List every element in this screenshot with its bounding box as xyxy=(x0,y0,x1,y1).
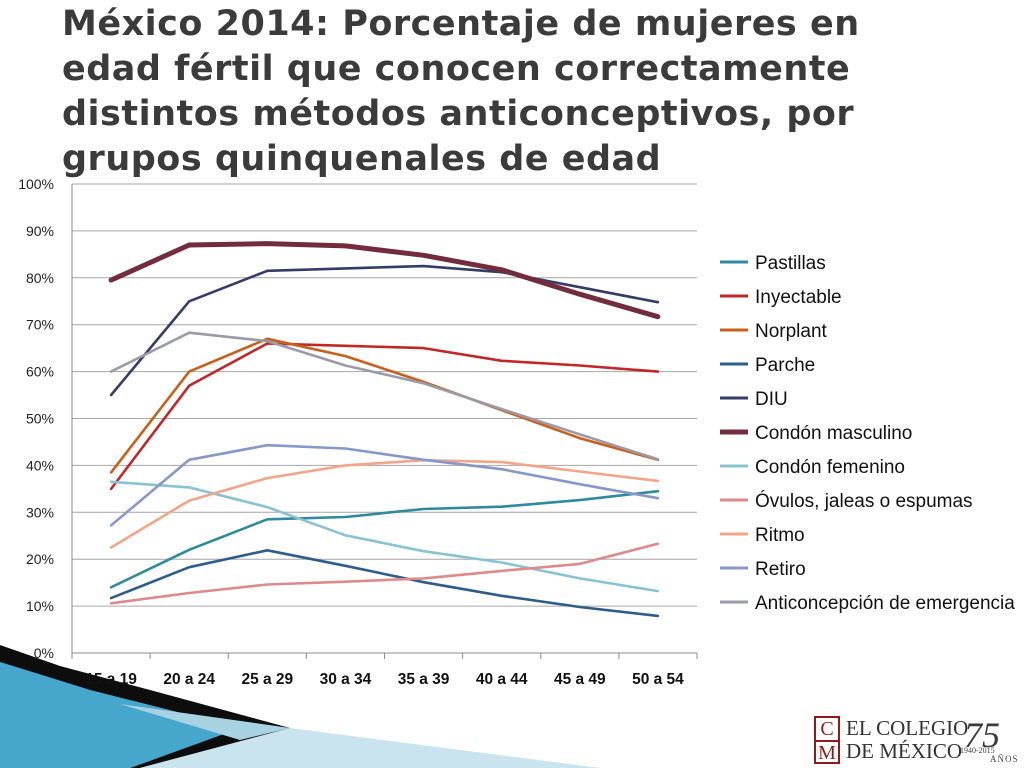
chart-legend: Pastillas Inyectable Norplant Parche DIU Cond… xyxy=(720,253,1015,614)
y-tick-label: 100% xyxy=(18,176,54,192)
legend-label: Óvulos, jaleas o espumas xyxy=(755,490,973,512)
x-tick-label: 45 a 49 xyxy=(554,671,606,688)
logo-name: EL COLEGIO DE MÉXICO xyxy=(846,717,968,763)
y-tick-label: 30% xyxy=(26,504,54,520)
legend-label: Condón femenino xyxy=(755,457,905,478)
y-tick-label: 50% xyxy=(26,411,54,427)
series-line xyxy=(109,443,660,527)
logo-name-line2: DE MÉXICO xyxy=(846,739,963,763)
legend-label: Norplant xyxy=(755,321,828,342)
logo-name-line1: EL COLEGIO xyxy=(846,716,969,740)
y-tick-label: 80% xyxy=(26,270,54,286)
logo-anniversary-number: 75 xyxy=(964,715,1000,755)
legend-label: DIU xyxy=(755,389,788,410)
series-line xyxy=(109,480,660,593)
y-tick-label: 0% xyxy=(34,645,54,661)
chart-gridlines xyxy=(72,183,697,607)
chart-series xyxy=(108,241,661,618)
logo-mark: C M xyxy=(814,716,840,764)
y-tick-label: 40% xyxy=(26,457,54,473)
logo-mark-bottom: M xyxy=(818,742,836,764)
x-tick-label: 25 a 29 xyxy=(241,671,293,688)
series-line xyxy=(109,331,660,461)
x-tick-label: 50 a 54 xyxy=(632,671,684,688)
legend-label: Condón masculino xyxy=(755,423,912,444)
legend-label: Parche xyxy=(755,355,815,376)
logo-mark-top: C xyxy=(816,718,838,742)
x-tick-label: 30 a 34 xyxy=(320,671,372,688)
series-line xyxy=(109,342,660,491)
series-line xyxy=(109,542,660,605)
y-tick-label: 20% xyxy=(26,551,54,567)
el-colegio-de-mexico-logo: C M EL COLEGIO DE MÉXICO 75 1940-2015 AÑ… xyxy=(814,716,1024,766)
logo-anos: AÑOS xyxy=(990,754,1019,764)
series-line xyxy=(109,548,660,618)
legend-label: Ritmo xyxy=(755,525,805,546)
x-axis: 15 a 19 20 a 24 25 a 29 30 a 34 35 a 39 40 a … xyxy=(71,652,698,688)
series-line xyxy=(108,241,661,320)
legend-label: Retiro xyxy=(755,559,806,580)
legend-label: Inyectable xyxy=(755,287,842,308)
y-axis: 0% 10% 20% 30% 40% 50% 60% 70% 80% 90% 100% xyxy=(18,176,73,661)
y-tick-label: 90% xyxy=(26,223,54,239)
series-line xyxy=(109,458,660,549)
series-line xyxy=(109,489,660,589)
y-tick-label: 70% xyxy=(26,317,54,333)
x-tick-label: 15 a 19 xyxy=(85,671,137,688)
decorative-ribbons xyxy=(0,645,600,768)
y-tick-label: 60% xyxy=(26,364,54,380)
x-tick-label: 35 a 39 xyxy=(398,671,450,688)
slide-title: México 2014: Porcentaje de mujeres en ed… xyxy=(62,4,860,179)
series-line xyxy=(109,337,660,474)
y-tick-label: 10% xyxy=(26,598,54,614)
legend-label: Anticoncepción de emergencia xyxy=(755,593,1015,614)
legend-label: Pastillas xyxy=(755,253,826,274)
series-line xyxy=(109,264,660,397)
x-tick-label: 40 a 44 xyxy=(476,671,528,688)
logo-year-range: 1940-2015 xyxy=(960,746,995,755)
x-tick-label: 20 a 24 xyxy=(163,671,215,688)
